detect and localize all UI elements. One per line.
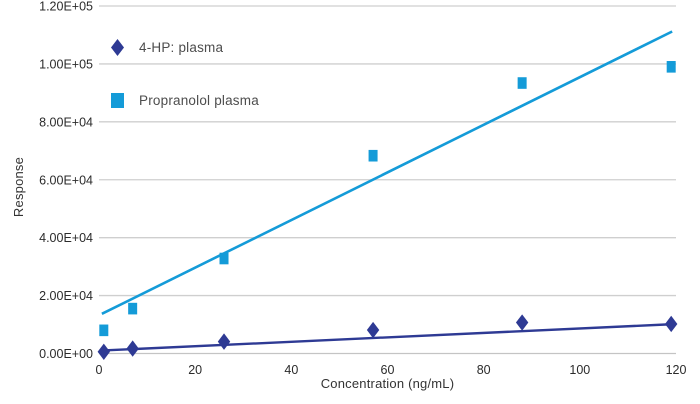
4hp-trendline xyxy=(100,323,672,352)
legend-label-4hp-plasma: 4-HP: plasma xyxy=(139,40,224,55)
y-tick-label: 4.00E+04 xyxy=(39,231,93,245)
x-tick-label: 20 xyxy=(188,363,202,377)
y-tick-label: 6.00E+04 xyxy=(39,173,93,187)
x-tick-label: 0 xyxy=(96,363,103,377)
propranolol-data-point xyxy=(368,149,378,162)
legend-label-propranolol-plasma: Propranolol plasma xyxy=(139,93,259,108)
propranolol-data-point xyxy=(666,61,676,73)
propranolol-data-point xyxy=(128,302,138,315)
square-marker-icon xyxy=(111,93,124,108)
y-tick-label: 2.00E+04 xyxy=(39,289,93,303)
propranolol-data-point xyxy=(99,324,109,337)
y-tick-label: 8.00E+04 xyxy=(39,115,93,129)
diamond-marker-icon xyxy=(111,39,124,56)
propranolol-trendline xyxy=(101,30,673,315)
x-tick-label: 60 xyxy=(381,363,395,377)
propranolol-data-point xyxy=(517,77,527,89)
y-tick-label: 1.00E+05 xyxy=(39,57,93,71)
4hp-data-point xyxy=(97,343,111,360)
y-tick-label: 1.20E+05 xyxy=(39,0,93,14)
4hp-data-point xyxy=(366,321,380,339)
4hp-data-point xyxy=(126,340,139,357)
x-tick-label: 100 xyxy=(569,363,590,377)
4hp-data-point xyxy=(217,333,231,350)
y-axis-title: Response xyxy=(11,156,26,218)
x-axis-title: Concentration (ng/mL) xyxy=(320,376,455,391)
legend-item-propranolol-plasma: Propranolol plasma xyxy=(111,93,259,108)
x-tick-label: 80 xyxy=(477,363,491,377)
4hp-data-point xyxy=(664,315,678,333)
legend-item-4hp-plasma: 4-HP: plasma xyxy=(111,39,223,56)
propranolol-data-point xyxy=(219,252,229,265)
x-tick-label: 120 xyxy=(666,363,687,377)
x-tick-label: 40 xyxy=(284,363,298,377)
4hp-data-point xyxy=(515,314,529,331)
y-tick-label: 0.00E+00 xyxy=(39,347,93,361)
